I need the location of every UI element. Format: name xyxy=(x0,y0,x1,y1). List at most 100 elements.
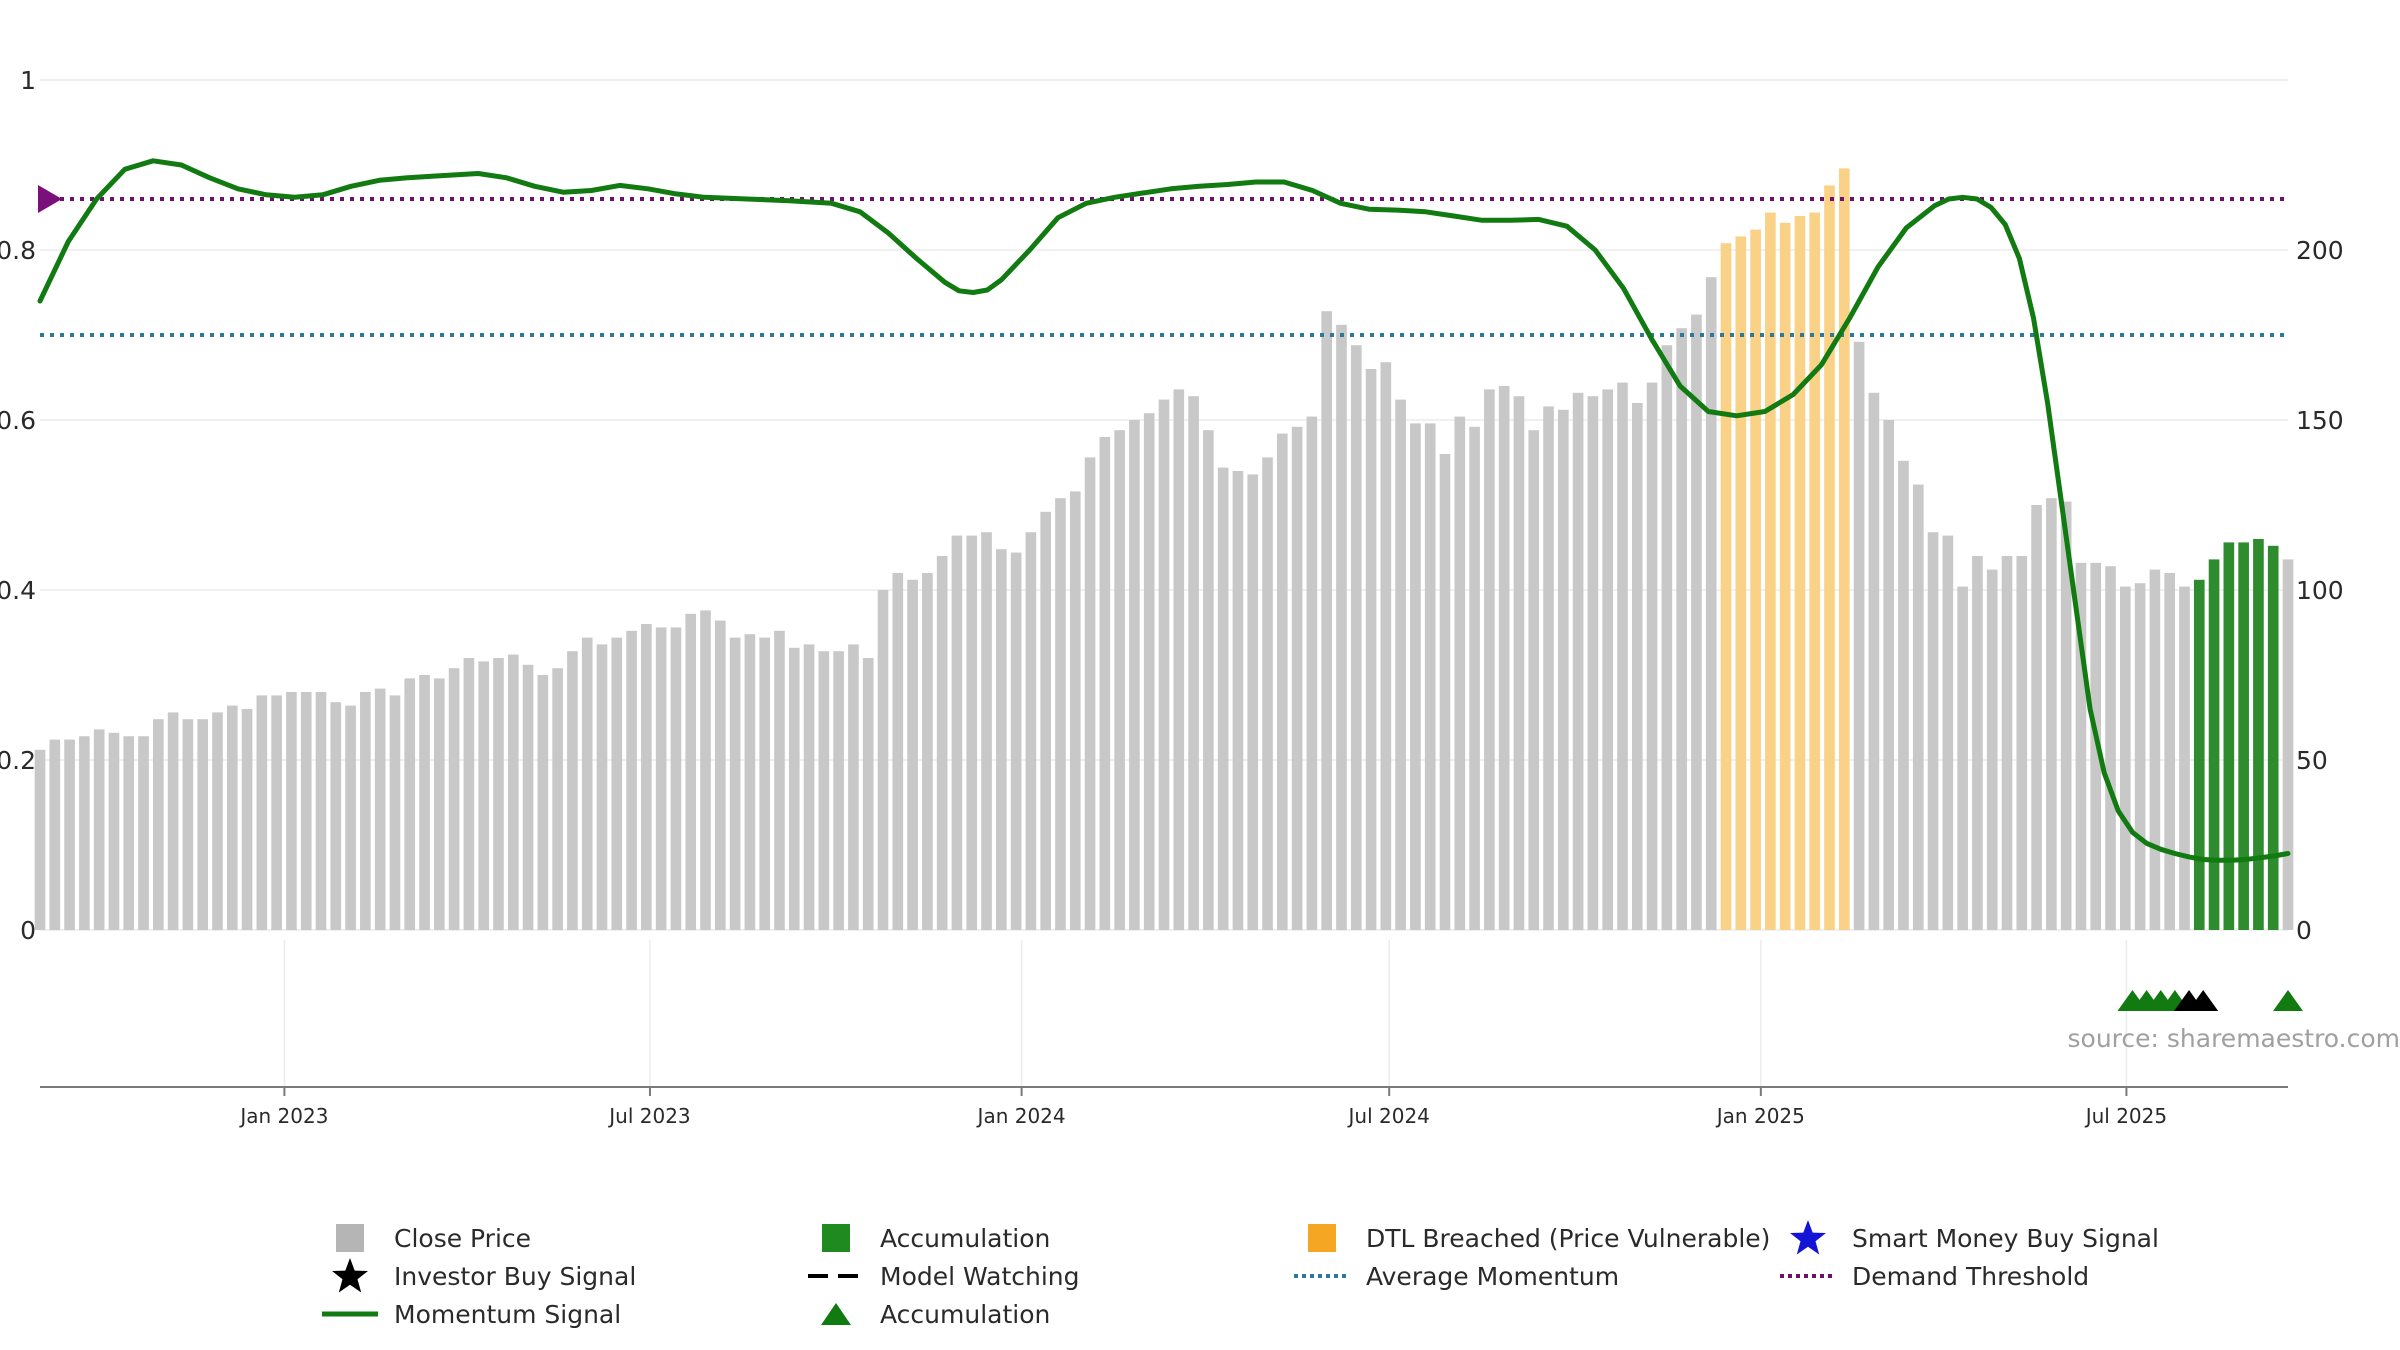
close-price-bar xyxy=(833,651,844,930)
close-price-bar xyxy=(788,647,800,930)
close-price-bar xyxy=(774,630,785,930)
close-price-bar xyxy=(1232,471,1244,930)
close-price-bar xyxy=(389,695,401,930)
close-price-bar xyxy=(1188,396,1199,930)
close-price-bar xyxy=(537,675,549,930)
close-price-bar xyxy=(1617,382,1628,931)
legend-item-momentum-signal: Momentum Signal xyxy=(320,1296,621,1332)
x-axis-tick-label: Jan 2025 xyxy=(1715,1104,1805,1128)
close-price-bar xyxy=(1513,396,1525,930)
close-price-bar xyxy=(922,573,933,930)
close-price-bar xyxy=(1469,426,1480,930)
close-price-bar xyxy=(1025,532,1037,930)
close-price-bar xyxy=(448,668,460,930)
close-price-bar xyxy=(1439,454,1451,930)
legend: Close Price Accumulation DTL Breached (P… xyxy=(0,1200,2400,1350)
dashed-line-icon xyxy=(806,1258,866,1294)
close-price-bar xyxy=(1661,345,1673,930)
close-price-bar xyxy=(226,705,238,930)
close-price-bar xyxy=(1158,399,1170,931)
legend-label: Smart Money Buy Signal xyxy=(1852,1223,2159,1253)
close-price-bar xyxy=(493,658,504,930)
accumulation-bar xyxy=(2238,542,2249,930)
dtl-breached-bar xyxy=(1765,212,1776,931)
close-price-bar xyxy=(936,556,948,930)
close-price-bar xyxy=(1454,416,1466,931)
dtl-breached-bar xyxy=(1750,229,1761,931)
left-axis-tick-label: 0.2 xyxy=(0,746,36,775)
close-price-bar xyxy=(552,668,563,930)
close-price-bar xyxy=(1262,457,1273,930)
close-price-bar xyxy=(1986,569,1998,930)
square-icon xyxy=(806,1220,866,1256)
legend-label: Close Price xyxy=(394,1223,532,1253)
close-price-bar xyxy=(581,637,593,930)
close-price-bar xyxy=(93,729,105,930)
accumulation-marker xyxy=(2273,990,2303,1011)
close-price-bar xyxy=(1069,491,1081,930)
left-axis-tick-label: 1 xyxy=(20,66,36,95)
left-axis-tick-label: 0.4 xyxy=(0,576,36,605)
close-price-bar xyxy=(300,692,312,930)
close-price-bar xyxy=(2090,562,2102,930)
x-axis-tick-label: Jul 2025 xyxy=(2084,1104,2167,1128)
close-price-bar xyxy=(79,736,90,930)
star-icon xyxy=(1778,1220,1838,1256)
close-price-bar xyxy=(1557,409,1569,930)
close-price-bar xyxy=(2119,586,2131,930)
close-price-bar xyxy=(478,661,490,930)
accumulation-bar xyxy=(2253,539,2264,930)
close-price-bar xyxy=(641,624,652,930)
x-axis-tick-label: Jan 2023 xyxy=(238,1104,328,1128)
dtl-breached-bar xyxy=(1838,168,1850,930)
dtl-breached-bar xyxy=(1735,236,1747,930)
close-price-bar xyxy=(700,610,711,930)
close-price-bar xyxy=(1217,467,1229,930)
close-price-bar xyxy=(182,719,194,930)
legend-label: Accumulation xyxy=(880,1223,1051,1253)
left-axis-tick-label: 0.6 xyxy=(0,406,36,435)
close-price-bar xyxy=(256,695,268,930)
line-icon xyxy=(320,1296,380,1332)
legend-label: Model Watching xyxy=(880,1261,1080,1291)
close-price-bar xyxy=(1528,430,1540,930)
legend-label: Average Momentum xyxy=(1366,1261,1620,1291)
right-axis-tick-label: 50 xyxy=(2296,746,2328,775)
legend-item-model-watching: Model Watching xyxy=(806,1258,1080,1294)
legend-item-average-momentum: Average Momentum xyxy=(1292,1258,1619,1294)
close-price-bar xyxy=(1084,457,1096,930)
close-price-bar xyxy=(1143,413,1155,930)
close-price-bar xyxy=(2282,559,2294,930)
close-price-bar xyxy=(1336,324,1347,930)
close-price-bar xyxy=(1868,392,1880,930)
close-price-bar xyxy=(271,695,282,930)
close-price-bar xyxy=(286,692,297,930)
close-price-bar xyxy=(64,739,75,930)
dtl-breached-bar xyxy=(1779,222,1791,931)
legend-item-smart-money-buy: Smart Money Buy Signal xyxy=(1778,1220,2159,1256)
close-price-bar xyxy=(360,692,371,930)
close-price-bar xyxy=(729,637,741,930)
close-price-bar xyxy=(714,620,726,930)
close-price-bar xyxy=(1912,484,1924,930)
legend-item-accumulation-marker: Accumulation xyxy=(806,1296,1050,1332)
right-axis-tick-label: 100 xyxy=(2296,576,2344,605)
close-price-bar xyxy=(1646,382,1658,931)
close-price-bar xyxy=(1676,328,1687,930)
legend-label: Demand Threshold xyxy=(1852,1261,2090,1291)
dotted-line-icon xyxy=(1292,1258,1352,1294)
close-price-bar xyxy=(596,644,608,930)
close-price-bar xyxy=(1055,498,1066,930)
close-price-bar xyxy=(877,590,889,930)
dtl-breached-bar xyxy=(1824,185,1835,930)
legend-item-close-price: Close Price xyxy=(320,1220,531,1256)
star-icon xyxy=(320,1258,380,1294)
square-icon xyxy=(1292,1220,1352,1256)
close-price-bar xyxy=(374,688,386,930)
close-price-bar xyxy=(626,630,637,930)
close-price-bar xyxy=(345,705,356,930)
close-price-bar xyxy=(818,651,830,930)
close-price-bar xyxy=(995,549,1007,930)
close-price-bar xyxy=(2031,505,2042,930)
close-price-bar xyxy=(1010,552,1022,930)
